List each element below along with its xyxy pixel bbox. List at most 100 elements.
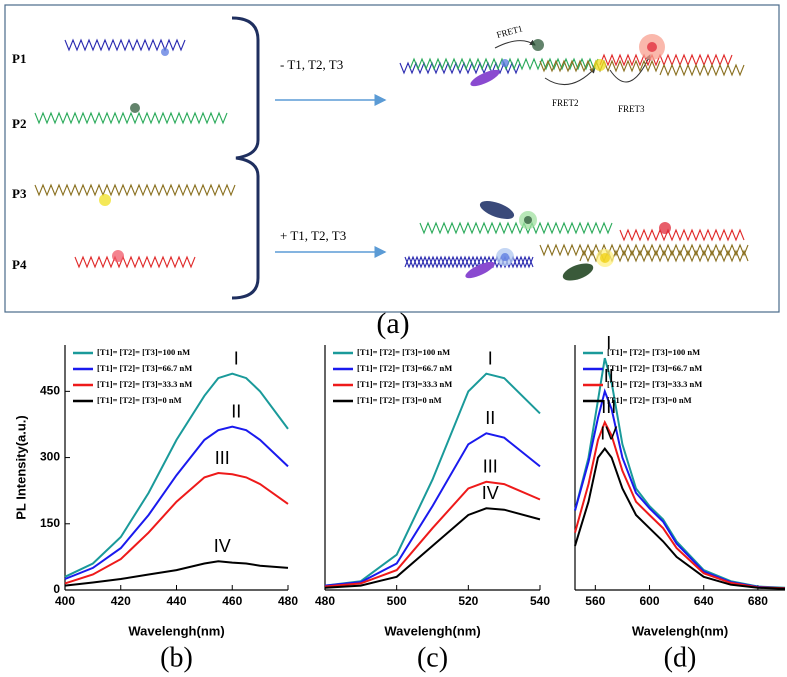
series-line (324, 372, 541, 587)
dye (594, 59, 606, 71)
legend-label: [T1]= [T2]= [T3]=33.3 nM (607, 379, 702, 389)
y-axis-label: PL Intensity(a.u.) (13, 415, 28, 520)
x-tick-label: 460 (222, 594, 242, 608)
panel-label: (b) (160, 642, 193, 673)
legend-label: [T1]= [T2]= [T3]=33.3 nM (97, 379, 192, 389)
dye (659, 222, 671, 234)
curve-label: I (606, 333, 611, 353)
curve-label: IV (600, 423, 617, 443)
curve-label: I (234, 348, 239, 368)
dna-strand (419, 221, 613, 235)
panel-label: (a) (376, 307, 409, 340)
panel-label: (d) (664, 642, 697, 673)
curve-label: I (488, 348, 493, 368)
x-tick-label: 400 (55, 594, 75, 608)
fret-label: FRET1 (495, 23, 523, 40)
legend-label: [T1]= [T2]= [T3]=66.7 nM (607, 363, 702, 373)
condition-label: - T1, T2, T3 (280, 57, 343, 72)
x-tick-label: 600 (640, 594, 660, 608)
legend-label: [T1]= [T2]= [T3]=0 nM (97, 395, 182, 405)
y-tick-label: 300 (40, 450, 60, 464)
curve-label: II (231, 401, 241, 421)
dna-strand (659, 63, 745, 77)
fret-arrow (609, 54, 651, 83)
dye (501, 253, 509, 261)
fret-label: FRET3 (618, 104, 645, 114)
fret-label: FRET2 (552, 98, 579, 108)
legend-label: [T1]= [T2]= [T3]=66.7 nM (97, 363, 192, 373)
series-line (324, 507, 541, 589)
legend-label: [T1]= [T2]= [T3]=100 nM (607, 347, 700, 357)
series-line (574, 357, 786, 589)
y-tick-label: 450 (40, 384, 60, 398)
curve-label: III (215, 448, 230, 468)
dye (532, 39, 544, 51)
curve-label: III (601, 397, 616, 417)
dna-strand (619, 228, 745, 242)
series-line (64, 372, 289, 578)
x-tick-label: 640 (694, 594, 714, 608)
dye (470, 69, 500, 87)
x-tick-label: 520 (458, 594, 478, 608)
series-line (64, 560, 289, 587)
legend-label: [T1]= [T2]= [T3]=0 nM (607, 395, 692, 405)
curve-label: IV (482, 483, 499, 503)
curve-label: II (485, 408, 495, 428)
condition-label: + T1, T2, T3 (280, 228, 346, 243)
dye (465, 261, 495, 279)
dye (99, 194, 111, 206)
x-axis-label: Wavelengh(nm) (384, 623, 480, 638)
fret-arrow (494, 39, 536, 49)
dye (161, 48, 169, 56)
legend-label: [T1]= [T2]= [T3]=33.3 nM (357, 379, 452, 389)
dna-strand (404, 255, 534, 269)
series-line (574, 419, 786, 590)
dye (501, 59, 509, 67)
probe-label: P1 (12, 51, 26, 66)
y-tick-label: 150 (40, 516, 60, 530)
dye (479, 200, 515, 220)
series-line (574, 447, 786, 590)
x-tick-label: 540 (530, 594, 550, 608)
x-tick-label: 500 (387, 594, 407, 608)
probe-label: P2 (12, 116, 26, 131)
panel-label: (c) (417, 642, 448, 673)
fret-arrow (544, 67, 596, 86)
dna-strand (34, 111, 228, 125)
x-tick-label: 440 (166, 594, 186, 608)
dye (524, 216, 532, 224)
legend-label: [T1]= [T2]= [T3]=100 nM (357, 347, 450, 357)
diagram-frame (4, 4, 780, 313)
probe-label: P4 (12, 257, 27, 272)
dye (130, 103, 140, 113)
dna-strand (539, 243, 749, 257)
x-tick-label: 480 (278, 594, 298, 608)
legend-label: [T1]= [T2]= [T3]=0 nM (357, 395, 442, 405)
probe-label: P3 (12, 186, 27, 201)
dna-strand (64, 38, 186, 52)
brace (231, 16, 260, 300)
dna-strand (74, 255, 196, 269)
series-line (324, 480, 541, 588)
dna-strand (399, 61, 521, 75)
curve-label: II (604, 366, 614, 386)
x-tick-label: 480 (315, 594, 335, 608)
y-tick-label: 0 (53, 582, 60, 596)
dna-strand (34, 183, 236, 197)
x-axis-label: Wavelengh(nm) (632, 623, 728, 638)
x-tick-label: 560 (585, 594, 605, 608)
curve-label: III (483, 457, 498, 477)
dye (112, 250, 124, 262)
legend-label: [T1]= [T2]= [T3]=66.7 nM (357, 363, 452, 373)
series-line (64, 425, 289, 580)
x-tick-label: 420 (111, 594, 131, 608)
x-axis-label: Wavelengh(nm) (128, 623, 224, 638)
legend-label: [T1]= [T2]= [T3]=100 nM (97, 347, 190, 357)
dye (647, 42, 657, 52)
curve-label: IV (214, 536, 231, 556)
series-line (324, 432, 541, 587)
x-tick-label: 680 (748, 594, 768, 608)
dye (562, 263, 594, 281)
dna-strand (599, 53, 733, 67)
